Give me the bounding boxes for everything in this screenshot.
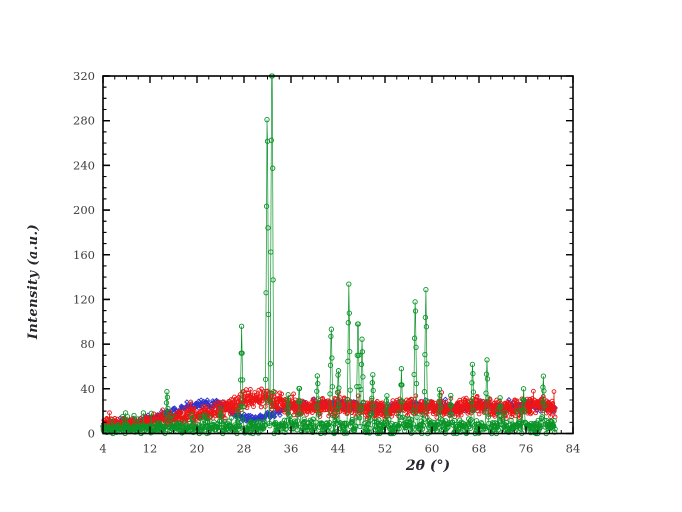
svg-text:240: 240 (73, 158, 95, 172)
svg-text:68: 68 (472, 442, 487, 456)
axes-frame (102, 75, 574, 435)
svg-text:76: 76 (519, 442, 534, 456)
svg-text:4: 4 (99, 442, 106, 456)
pattern-green (100, 73, 558, 437)
y-tick-labels: 0 40 80 120 160 200 240 280 320 (73, 69, 95, 441)
x-tick-labels: 4 12 20 28 36 44 52 60 68 76 84 (99, 442, 580, 456)
x-axis-title: 2θ (°) (405, 458, 451, 474)
svg-text:80: 80 (80, 337, 95, 351)
svg-text:20: 20 (190, 442, 205, 456)
y-axis-title: Intensity (a.u.) (26, 224, 41, 340)
svg-text:280: 280 (73, 114, 95, 128)
svg-text:160: 160 (73, 248, 95, 262)
pattern-green-markers (100, 73, 558, 437)
svg-text:120: 120 (73, 292, 95, 306)
svg-text:36: 36 (284, 442, 299, 456)
svg-text:52: 52 (378, 442, 393, 456)
svg-text:40: 40 (80, 382, 95, 396)
svg-text:60: 60 (425, 442, 440, 456)
svg-text:320: 320 (73, 69, 95, 83)
svg-text:28: 28 (237, 442, 252, 456)
svg-text:200: 200 (73, 203, 95, 217)
svg-text:44: 44 (331, 442, 346, 456)
svg-text:12: 12 (143, 442, 158, 456)
svg-text:0: 0 (88, 427, 95, 441)
svg-text:84: 84 (566, 442, 581, 456)
